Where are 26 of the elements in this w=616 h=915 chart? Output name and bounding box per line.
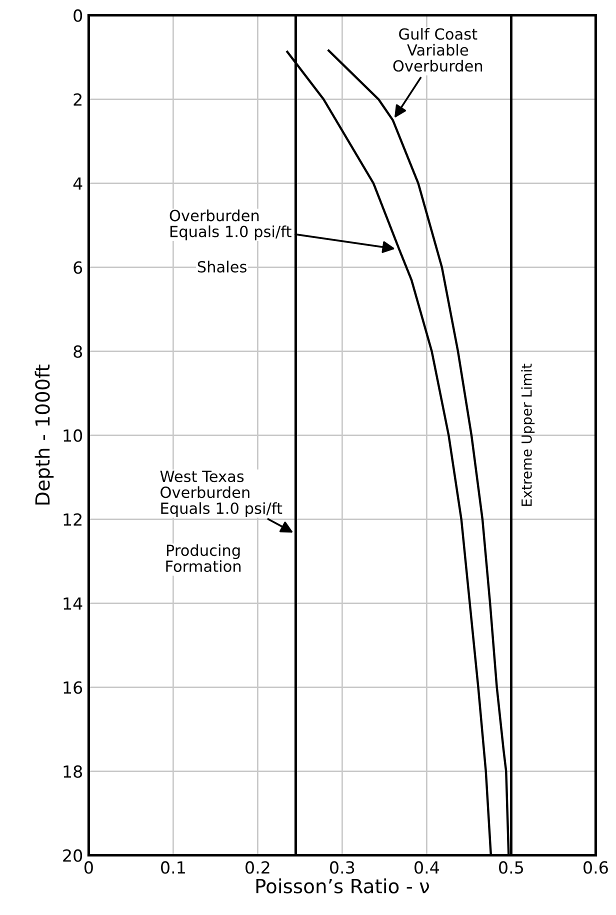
x-axis-title: Poisson’s Ratio - ν [256, 878, 430, 894]
x-tick-label: 0.4 [414, 861, 440, 874]
ref-line-label: Extreme Upper Limit [521, 364, 535, 506]
y-tick-label: 0 [74, 9, 82, 22]
y-tick-label: 10 [64, 429, 82, 442]
y-tick-label: 16 [64, 681, 82, 694]
x-tick-label: 0.3 [330, 861, 354, 874]
y-tick-label: 2 [74, 93, 82, 106]
x-tick-label: 0.6 [584, 861, 608, 874]
annotation: Producing Formation [166, 544, 241, 572]
y-axis-title: Depth - 1000ft [34, 364, 54, 504]
annotation: Gulf Coast Variable Overburden [393, 28, 482, 72]
y-tick-label: 6 [74, 261, 82, 274]
y-tick-label: 12 [64, 513, 82, 526]
x-tick-label: 0.5 [499, 861, 523, 874]
x-tick-label: 0.1 [161, 861, 185, 874]
annotation: Shales [198, 260, 246, 273]
annotation: West Texas Overburden Equals 1.0 psi/ft [160, 470, 282, 517]
x-tick-label: 0.2 [246, 861, 270, 874]
y-tick-label: 18 [64, 765, 82, 778]
y-tick-label: 14 [64, 597, 82, 610]
annotation: Overburden Equals 1.0 psi/ft [170, 210, 292, 240]
y-tick-label: 20 [63, 849, 82, 862]
x-tick-label: 0 [84, 861, 93, 874]
y-tick-label: 4 [73, 177, 82, 190]
y-tick-label: 8 [74, 345, 82, 358]
